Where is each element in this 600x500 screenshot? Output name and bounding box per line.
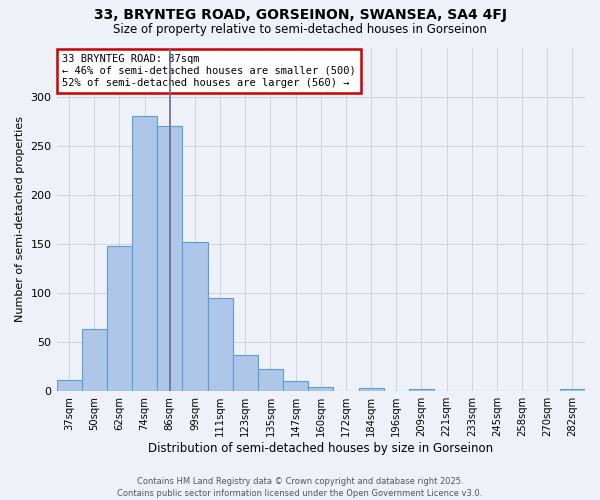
Bar xyxy=(107,246,132,391)
Bar xyxy=(308,388,334,391)
Bar xyxy=(359,388,383,391)
Bar xyxy=(182,242,208,391)
Text: Size of property relative to semi-detached houses in Gorseinon: Size of property relative to semi-detach… xyxy=(113,22,487,36)
Bar xyxy=(82,330,107,391)
Text: 33 BRYNTEG ROAD: 87sqm
← 46% of semi-detached houses are smaller (500)
52% of se: 33 BRYNTEG ROAD: 87sqm ← 46% of semi-det… xyxy=(62,54,356,88)
Y-axis label: Number of semi-detached properties: Number of semi-detached properties xyxy=(15,116,25,322)
Bar xyxy=(56,380,82,391)
Bar xyxy=(283,382,308,391)
Text: Contains HM Land Registry data © Crown copyright and database right 2025.
Contai: Contains HM Land Registry data © Crown c… xyxy=(118,476,482,498)
Bar xyxy=(157,126,182,391)
Bar xyxy=(560,389,585,391)
Text: 33, BRYNTEG ROAD, GORSEINON, SWANSEA, SA4 4FJ: 33, BRYNTEG ROAD, GORSEINON, SWANSEA, SA… xyxy=(94,8,506,22)
Bar xyxy=(132,116,157,391)
X-axis label: Distribution of semi-detached houses by size in Gorseinon: Distribution of semi-detached houses by … xyxy=(148,442,493,455)
Bar xyxy=(409,389,434,391)
Bar xyxy=(233,355,258,391)
Bar xyxy=(258,368,283,391)
Bar xyxy=(208,298,233,391)
